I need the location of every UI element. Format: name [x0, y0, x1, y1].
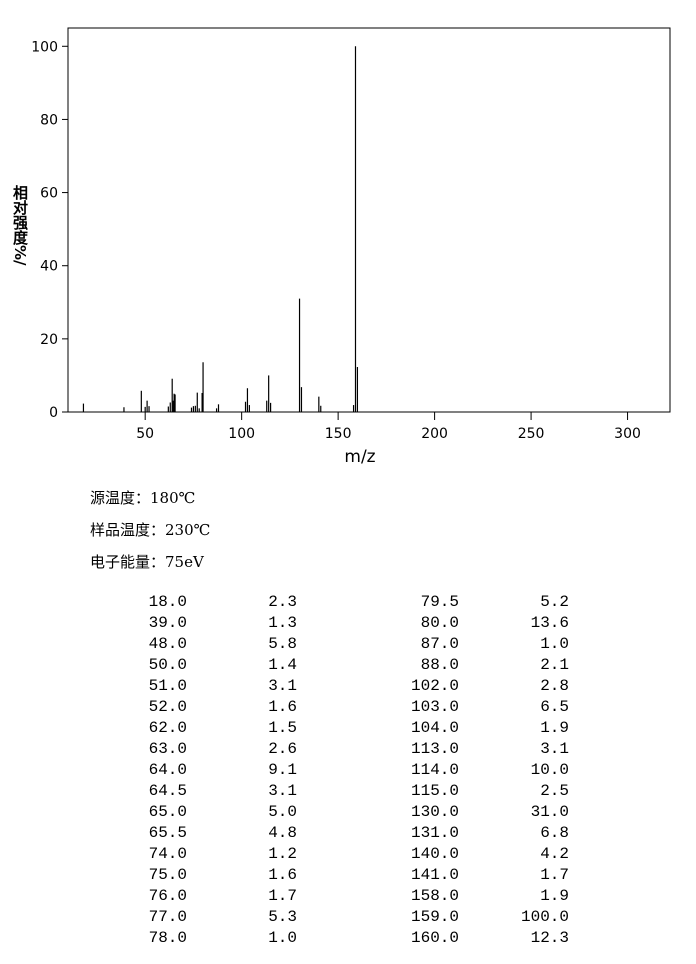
mz-cell: 141.0: [411, 866, 459, 884]
mz-cell: 160.0: [411, 929, 459, 947]
intensity-cell: 12.3: [531, 929, 569, 947]
mz-cell: 88.0: [421, 656, 459, 674]
intensity-cell: 6.8: [540, 824, 569, 842]
y-tick-label: 80: [40, 112, 58, 128]
mz-cell: 39.0: [149, 614, 187, 632]
mz-cell: 113.0: [411, 740, 459, 758]
intensity-cell: 2.1: [540, 656, 569, 674]
intensity-cell: 1.6: [268, 866, 297, 884]
condition: 样品温度：230℃: [90, 521, 210, 539]
condition: 源温度：180℃: [90, 489, 195, 507]
x-axis-label: m/z: [344, 447, 375, 467]
plot-frame: [67, 27, 671, 413]
x-tick-label: 200: [421, 426, 448, 442]
intensity-cell: 5.3: [268, 908, 297, 926]
intensity-cell: 5.0: [268, 803, 297, 821]
y-axis-label: 相对强度%/: [11, 184, 29, 266]
intensity-cell: 1.0: [540, 635, 569, 653]
mz-cell: 131.0: [411, 824, 459, 842]
x-tick-label: 300: [614, 426, 641, 442]
y-tick-label: 0: [49, 405, 58, 421]
mz-cell: 65.0: [149, 803, 187, 821]
x-tick-label: 250: [518, 426, 545, 442]
mz-cell: 64.0: [149, 761, 187, 779]
intensity-cell: 6.5: [540, 698, 569, 716]
intensity-cell: 13.6: [531, 614, 569, 632]
intensity-cell: 2.3: [268, 593, 297, 611]
intensity-cell: 1.5: [268, 719, 297, 737]
mz-cell: 159.0: [411, 908, 459, 926]
x-tick-label: 150: [325, 426, 352, 442]
intensity-cell: 10.0: [531, 761, 569, 779]
intensity-cell: 3.1: [268, 677, 297, 695]
x-tick-label: 50: [136, 426, 154, 442]
mz-cell: 115.0: [411, 782, 459, 800]
condition: 电子能量：75eV: [90, 553, 205, 571]
intensity-cell: 1.3: [268, 614, 297, 632]
y-tick-label: 60: [40, 186, 58, 202]
mz-cell: 87.0: [421, 635, 459, 653]
intensity-cell: 100.0: [521, 908, 569, 926]
mz-cell: 80.0: [421, 614, 459, 632]
mz-cell: 76.0: [149, 887, 187, 905]
y-tick-label: 40: [40, 259, 58, 275]
intensity-cell: 2.8: [540, 677, 569, 695]
intensity-cell: 1.2: [268, 845, 297, 863]
mz-cell: 78.0: [149, 929, 187, 947]
mz-cell: 140.0: [411, 845, 459, 863]
intensity-cell: 5.2: [540, 593, 569, 611]
x-tick-label: 100: [228, 426, 255, 442]
intensity-cell: 31.0: [531, 803, 569, 821]
mz-cell: 65.5: [149, 824, 187, 842]
mz-cell: 74.0: [149, 845, 187, 863]
intensity-cell: 1.0: [268, 929, 297, 947]
intensity-cell: 3.1: [268, 782, 297, 800]
intensity-cell: 2.5: [540, 782, 569, 800]
intensity-cell: 1.7: [268, 887, 297, 905]
intensity-cell: 4.8: [268, 824, 297, 842]
intensity-cell: 1.4: [268, 656, 297, 674]
mz-cell: 64.5: [149, 782, 187, 800]
mz-cell: 130.0: [411, 803, 459, 821]
mz-cell: 75.0: [149, 866, 187, 884]
mz-cell: 48.0: [149, 635, 187, 653]
mz-cell: 50.0: [149, 656, 187, 674]
intensity-cell: 9.1: [268, 761, 297, 779]
intensity-cell: 1.7: [540, 866, 569, 884]
y-tick-label: 20: [40, 332, 58, 348]
intensity-cell: 1.9: [540, 719, 569, 737]
y-tick-label: 100: [31, 39, 58, 55]
mz-cell: 79.5: [421, 593, 459, 611]
mz-cell: 114.0: [411, 761, 459, 779]
intensity-cell: 1.9: [540, 887, 569, 905]
mz-cell: 77.0: [149, 908, 187, 926]
intensity-cell: 4.2: [540, 845, 569, 863]
intensity-cell: 5.8: [268, 635, 297, 653]
mz-cell: 158.0: [411, 887, 459, 905]
mz-cell: 102.0: [411, 677, 459, 695]
mz-cell: 52.0: [149, 698, 187, 716]
intensity-cell: 2.6: [268, 740, 297, 758]
mz-cell: 18.0: [149, 593, 187, 611]
mz-cell: 104.0: [411, 719, 459, 737]
mz-cell: 63.0: [149, 740, 187, 758]
mz-cell: 51.0: [149, 677, 187, 695]
mz-cell: 62.0: [149, 719, 187, 737]
mz-cell: 103.0: [411, 698, 459, 716]
intensity-cell: 1.6: [268, 698, 297, 716]
intensity-cell: 3.1: [540, 740, 569, 758]
